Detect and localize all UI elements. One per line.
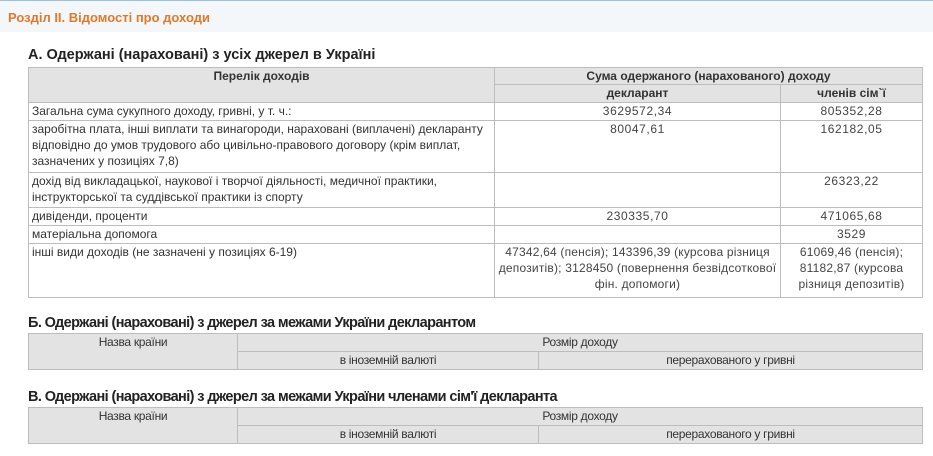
row-label: дохід від викладацької, наукової і творч… xyxy=(28,172,495,208)
part-a-title: А. Одержані (нараховані) з усіх джерел в… xyxy=(28,47,376,63)
header-amount: Розмір доходу xyxy=(237,407,923,426)
family-value: 805352,28 xyxy=(780,102,923,121)
header-foreign-currency: в іноземній валюті xyxy=(237,425,539,444)
row-label: Загальна сума сукупного доходу, гривні, … xyxy=(28,102,495,121)
table-row: Загальна сума сукупного доходу, гривні, … xyxy=(28,102,923,121)
header-income-list: Перелік доходів xyxy=(28,67,495,103)
top-border xyxy=(0,0,933,1)
header-amount: Розмір доходу xyxy=(237,333,923,352)
family-value: 3529 xyxy=(780,225,923,244)
declarant-value: 3629572,34 xyxy=(494,102,781,121)
income-ukraine-table: Перелік доходів Сума одержаного (нарахов… xyxy=(28,67,923,298)
declarant-value: 80047,61 xyxy=(494,120,781,173)
row-label: заробітна плата, інші виплати та винагор… xyxy=(28,120,495,173)
section-title: Розділ ІІ. Відомості про доходи xyxy=(8,10,210,25)
section-header: Розділ ІІ. Відомості про доходи xyxy=(0,1,933,32)
family-value: 61069,46 (пенсія); 81182,87 (курсова різ… xyxy=(780,243,923,298)
header-country: Назва країни xyxy=(28,333,238,370)
header-country: Назва країни xyxy=(28,407,238,444)
row-label: інші види доходів (не зазначені у позиці… xyxy=(28,243,495,298)
table-row: інші види доходів (не зазначені у позиці… xyxy=(28,243,923,298)
header-uah: перерахованого у гривні xyxy=(538,351,923,370)
row-label: матеріальна допомога xyxy=(28,225,495,244)
declarant-value xyxy=(494,172,781,208)
header-foreign-currency: в іноземній валюті xyxy=(237,351,539,370)
declarant-value: 230335,70 xyxy=(494,207,781,226)
family-value: 471065,68 xyxy=(780,207,923,226)
family-value: 162182,05 xyxy=(780,120,923,173)
row-label: дивіденди, проценти xyxy=(28,207,495,226)
header-income-sum: Сума одержаного (нарахованого) доходу xyxy=(494,67,923,85)
declarant-value: 47342,64 (пенсія); 143396,39 (курсова рі… xyxy=(494,243,781,298)
table-row: дохід від викладацької, наукової і творч… xyxy=(28,172,923,208)
part-c-title: В. Одержані (нараховані) з джерел за меж… xyxy=(28,389,558,405)
declarant-value xyxy=(494,225,781,244)
income-abroad-declarant-table: Назва країни Розмір доходу в іноземній в… xyxy=(28,333,923,370)
table-row: заробітна плата, інші виплати та винагор… xyxy=(28,120,923,173)
family-value: 26323,22 xyxy=(780,172,923,208)
table-row: дивіденди, проценти 230335,70 471065,68 xyxy=(28,207,923,226)
table-row: матеріальна допомога 3529 xyxy=(28,225,923,244)
part-b-title: Б. Одержані (нараховані) з джерел за меж… xyxy=(28,315,476,331)
header-family: членів сім`ї xyxy=(780,84,923,103)
header-uah: перерахованого у гривні xyxy=(538,425,923,444)
header-declarant: декларант xyxy=(494,84,781,103)
income-abroad-family-table: Назва країни Розмір доходу в іноземній в… xyxy=(28,407,923,444)
